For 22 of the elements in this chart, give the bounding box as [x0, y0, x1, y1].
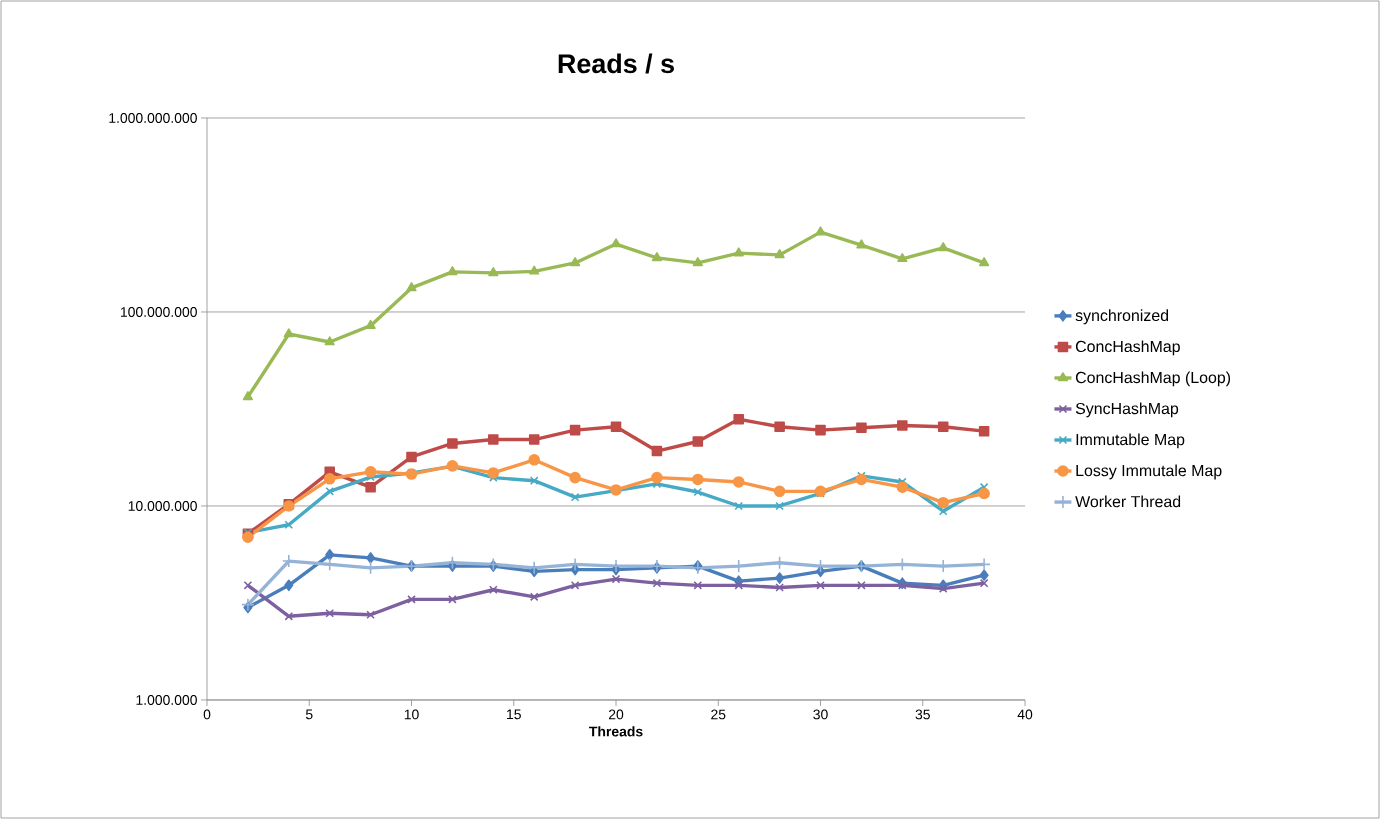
chart-title: Reads / s: [558, 53, 674, 74]
y-tick-label: 1.000.000.000: [109, 113, 197, 123]
legend-label: Worker Thread: [1075, 495, 1181, 508]
x-tick-label: 30: [813, 709, 828, 720]
x-tick-label: 25: [711, 709, 726, 720]
x-tick-label: 10: [404, 709, 419, 720]
legend-label: synchronized: [1075, 309, 1169, 325]
x-axis-title: Threads: [589, 726, 643, 737]
legend-label: ConcHashMap (Loop): [1075, 371, 1231, 387]
legend-label: Lossy Immutale Map: [1076, 464, 1222, 480]
x-tick-label: 40: [1017, 709, 1033, 720]
x-tick-label: 15: [507, 709, 521, 720]
x-tick-label: 0: [203, 709, 211, 720]
legend-label: Immutable Map: [1076, 433, 1185, 449]
legend-label: ConcHashMap: [1075, 340, 1180, 356]
y-tick-label: 1.000.000: [136, 695, 197, 705]
x-tick-label: 20: [608, 709, 624, 720]
y-tick-label: 10.000.000: [128, 501, 197, 511]
x-tick-label: 35: [915, 709, 930, 720]
legend-label: SyncHashMap: [1075, 402, 1179, 418]
y-tick-label: 100.000.000: [120, 307, 197, 317]
x-tick-label: 5: [305, 709, 313, 720]
